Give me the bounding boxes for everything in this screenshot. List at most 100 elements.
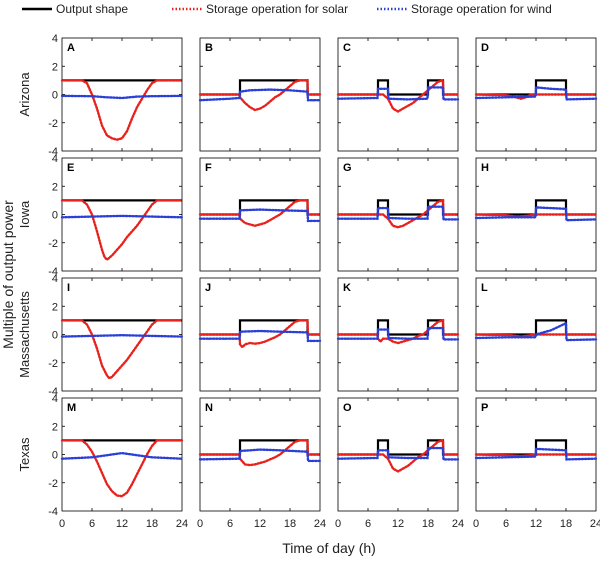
x-tick-label: 12 bbox=[392, 518, 404, 530]
x-tick-label: 24 bbox=[590, 518, 600, 530]
wind-storage-line bbox=[474, 206, 598, 222]
y-tick-label: -2 bbox=[48, 238, 58, 250]
wind-storage-line bbox=[474, 321, 598, 342]
panel-letter: I bbox=[67, 282, 70, 294]
y-tick-label: 0 bbox=[52, 210, 58, 222]
wind-storage-line bbox=[198, 208, 322, 223]
panel-C: C bbox=[336, 37, 460, 152]
solar-storage-line bbox=[198, 319, 322, 350]
x-tick-label: 12 bbox=[530, 518, 542, 530]
panel-letter: O bbox=[343, 402, 352, 414]
x-tick-label: 6 bbox=[503, 518, 509, 530]
panel-K: K bbox=[336, 277, 460, 392]
panel-letter: H bbox=[481, 162, 489, 174]
y-tick-label: 4 bbox=[52, 273, 58, 285]
panel-letter: J bbox=[205, 282, 211, 294]
solar-storage-line bbox=[60, 199, 184, 262]
y-tick-label: 2 bbox=[52, 61, 58, 73]
panel-D: D bbox=[474, 37, 598, 152]
solar-storage-line bbox=[336, 78, 460, 113]
solar-storage-line bbox=[198, 439, 322, 467]
wind-storage-line bbox=[336, 326, 460, 341]
panel-letter: D bbox=[481, 42, 489, 54]
panel-P: P bbox=[474, 397, 598, 512]
x-tick-label: 24 bbox=[176, 518, 188, 530]
x-tick-label: 0 bbox=[473, 518, 479, 530]
solar-storage-line bbox=[60, 439, 184, 498]
row-label-iowa: Iowa bbox=[17, 200, 32, 228]
wind-storage-line bbox=[60, 214, 184, 219]
panel-B: B bbox=[198, 37, 322, 152]
wind-storage-line bbox=[198, 448, 322, 463]
y-tick-label: -4 bbox=[48, 146, 58, 158]
x-tick-label: 24 bbox=[452, 518, 464, 530]
y-axis-title: Multiple of output power bbox=[0, 200, 16, 349]
panel-E: E bbox=[60, 157, 184, 272]
solar-storage-line bbox=[336, 318, 460, 345]
legend-label: Output shape bbox=[56, 2, 128, 16]
y-tick-label: -2 bbox=[48, 118, 58, 130]
panel-I: I bbox=[60, 277, 184, 392]
x-tick-label: 0 bbox=[335, 518, 341, 530]
panel-letter: K bbox=[343, 282, 351, 294]
legend-label: Storage operation for solar bbox=[206, 2, 348, 16]
x-tick-label: 18 bbox=[284, 518, 296, 530]
panel-F: F bbox=[198, 157, 322, 272]
panel-letter: A bbox=[67, 42, 75, 54]
panel-G: G bbox=[336, 157, 460, 272]
row-label-arizona: Arizona bbox=[17, 72, 32, 117]
panel-letter: N bbox=[205, 402, 213, 414]
y-tick-label: 2 bbox=[52, 421, 58, 433]
x-tick-label: 18 bbox=[422, 518, 434, 530]
panel-N: N bbox=[198, 397, 322, 512]
y-tick-label: -4 bbox=[48, 506, 58, 518]
x-tick-label: 6 bbox=[89, 518, 95, 530]
panel-frame bbox=[61, 37, 183, 152]
legend-entry: Storage operation for solar bbox=[172, 2, 348, 16]
wind-storage-line bbox=[198, 329, 322, 343]
legend-entry: Output shape bbox=[22, 2, 128, 16]
wind-storage-line bbox=[474, 447, 598, 461]
wind-storage-line bbox=[336, 205, 460, 221]
x-tick-label: 0 bbox=[197, 518, 203, 530]
panels: A B C D E F G H I J K L M N O P bbox=[60, 37, 598, 512]
y-tick-label: -2 bbox=[48, 358, 58, 370]
y-tick-label: 2 bbox=[52, 301, 58, 313]
y-tick-label: 4 bbox=[52, 153, 58, 165]
y-tick-label: 2 bbox=[52, 181, 58, 193]
wind-storage-line bbox=[198, 88, 322, 102]
y-tick-label: 4 bbox=[52, 33, 58, 45]
solar-storage-line bbox=[336, 198, 460, 229]
panel-letter: F bbox=[205, 162, 212, 174]
panel-A: A bbox=[60, 37, 184, 152]
solar-storage-line bbox=[60, 79, 184, 141]
y-tick-label: 4 bbox=[52, 393, 58, 405]
panel-letter: E bbox=[67, 162, 74, 174]
panel-frame bbox=[61, 157, 183, 272]
panel-frame bbox=[61, 397, 183, 512]
panel-letter: G bbox=[343, 162, 352, 174]
panel-letter: B bbox=[205, 42, 213, 54]
solar-storage-line bbox=[198, 199, 322, 228]
y-tick-label: 0 bbox=[52, 90, 58, 102]
panel-letter: M bbox=[67, 402, 76, 414]
wind-storage-line bbox=[60, 451, 184, 460]
y-tick-label: -4 bbox=[48, 386, 58, 398]
y-tick-label: -4 bbox=[48, 266, 58, 278]
row-label-texas: Texas bbox=[17, 437, 32, 471]
panel-L: L bbox=[474, 277, 598, 392]
x-tick-label: 12 bbox=[116, 518, 128, 530]
panel-J: J bbox=[198, 277, 322, 392]
solar-storage-line bbox=[60, 319, 184, 380]
x-tick-label: 18 bbox=[146, 518, 158, 530]
y-tick-label: 0 bbox=[52, 330, 58, 342]
wind-storage-line bbox=[60, 94, 184, 100]
solar-storage-line bbox=[336, 438, 460, 473]
row-label-massachusetts: Massachusetts bbox=[17, 291, 32, 378]
x-tick-label: 6 bbox=[365, 518, 371, 530]
x-tick-label: 24 bbox=[314, 518, 326, 530]
wind-storage-line bbox=[60, 333, 184, 338]
wind-storage-line bbox=[336, 446, 460, 461]
